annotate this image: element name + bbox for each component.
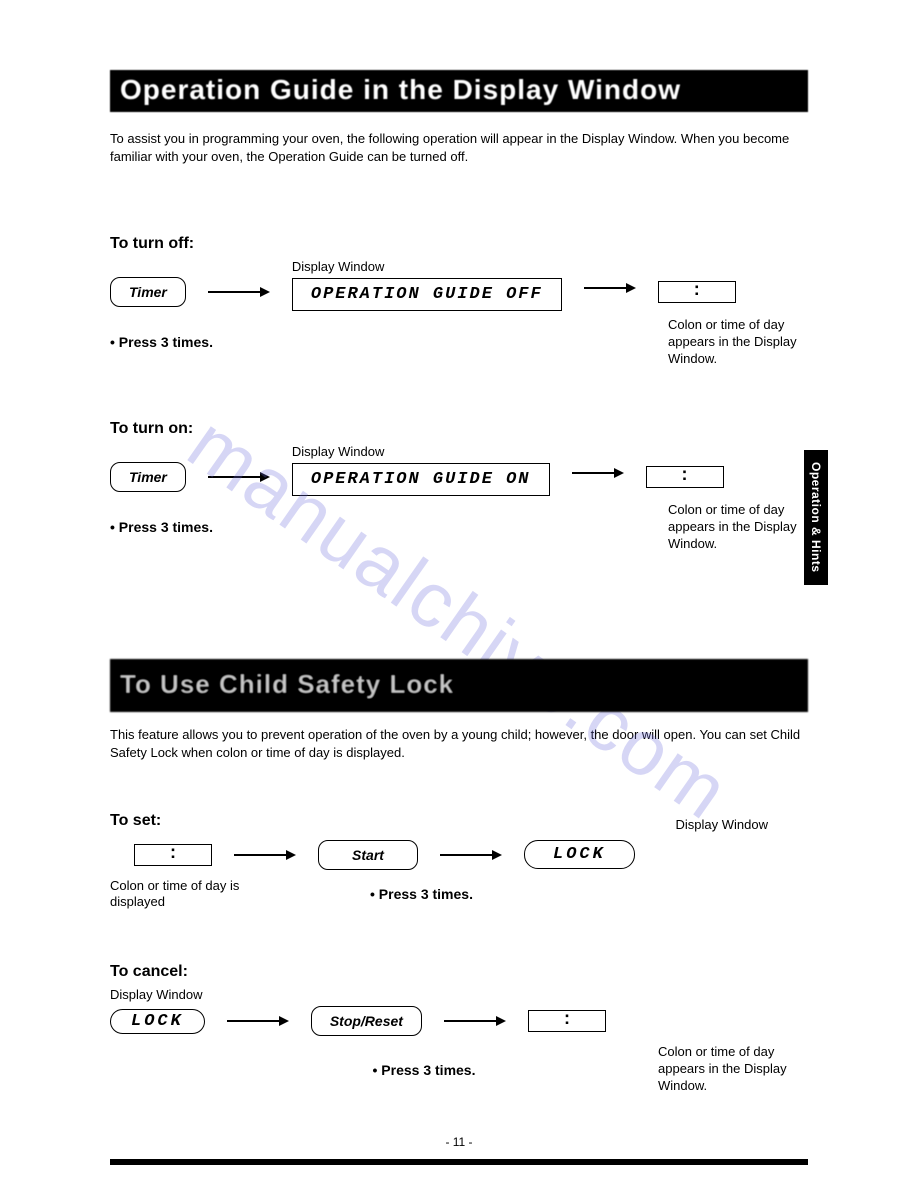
set-block: To set: Display Window : Start LOCK Colo… [110, 812, 808, 912]
press-3-times: • Press 3 times. [373, 1062, 476, 1078]
lock-display: LOCK [524, 840, 635, 869]
colon-display: : [646, 466, 724, 488]
display-window-label: Display Window [292, 259, 562, 274]
arrow-icon [227, 1014, 289, 1028]
section2-intro: This feature allows you to prevent opera… [110, 726, 808, 761]
lock-display: LOCK [110, 1009, 205, 1034]
page-number: - 11 - [110, 1135, 808, 1149]
arrow-icon [572, 466, 624, 480]
start-button: Start [318, 840, 418, 870]
colon-display: : [134, 844, 212, 866]
cancel-result: Colon or time of day appears in the Disp… [658, 1044, 808, 1095]
press-3-times: • Press 3 times. [370, 886, 473, 902]
arrow-icon [444, 1014, 506, 1028]
arrow-icon [208, 470, 270, 484]
section2-title: To Use Child Safety Lock [110, 659, 808, 712]
arrow-icon [234, 848, 296, 862]
side-tab: Operation & Hints [804, 450, 828, 585]
colon-display: : [658, 281, 736, 303]
timer-button: Timer [110, 462, 186, 492]
turn-on-result: Colon or time of day appears in the Disp… [668, 502, 818, 553]
turn-off-heading: To turn off: [110, 235, 808, 253]
turn-on-heading: To turn on: [110, 420, 808, 438]
arrow-icon [440, 848, 502, 862]
cancel-block: To cancel: Display Window LOCK Stop/Rese… [110, 963, 808, 1095]
turn-off-result: Colon or time of day appears in the Disp… [668, 317, 818, 368]
stop-reset-button: Stop/Reset [311, 1006, 422, 1036]
section1-title: Operation Guide in the Display Window [110, 70, 808, 112]
press-3-times: • Press 3 times. [110, 334, 213, 350]
turn-off-block: To turn off: Timer Display Window OPERAT… [110, 235, 808, 368]
display-window-label: Display Window [676, 817, 768, 832]
to-cancel-heading: To cancel: [110, 963, 808, 981]
press-3-times: • Press 3 times. [110, 519, 213, 535]
colon-display: : [528, 1010, 606, 1032]
arrow-icon [208, 285, 270, 299]
set-pre-note: Colon or time of day is displayed [110, 878, 260, 912]
display-off-text: OPERATION GUIDE OFF [292, 278, 562, 311]
display-window-label: Display Window [110, 987, 808, 1002]
timer-button: Timer [110, 277, 186, 307]
display-on-text: OPERATION GUIDE ON [292, 463, 550, 496]
turn-on-block: To turn on: Timer Display Window OPERATI… [110, 420, 808, 553]
arrow-icon [584, 281, 636, 295]
to-set-heading: To set: [110, 812, 161, 830]
footer-rule [110, 1159, 808, 1165]
display-window-label: Display Window [292, 444, 550, 459]
section1-intro: To assist you in programming your oven, … [110, 130, 808, 165]
manual-page: manualchive.com Operation Guide in the D… [0, 0, 918, 1188]
